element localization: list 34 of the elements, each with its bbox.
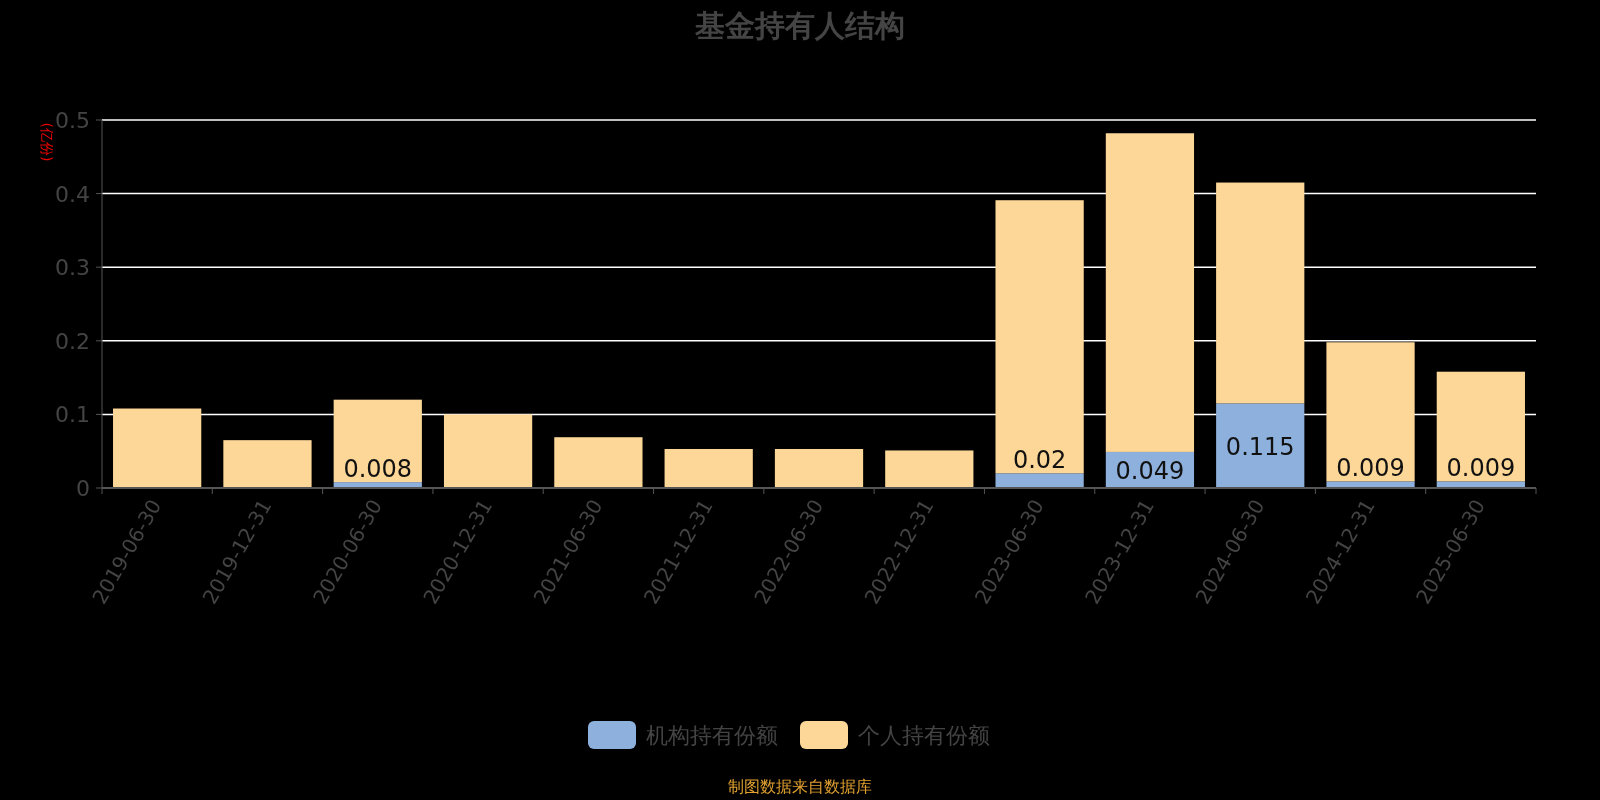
legend-label: 个人持有份额 xyxy=(858,723,990,748)
y-tick-label: 0.4 xyxy=(55,181,90,207)
bar xyxy=(554,437,643,488)
bar xyxy=(1216,403,1305,488)
bar xyxy=(443,414,533,488)
bar xyxy=(1216,182,1305,404)
data-label: 0.009 xyxy=(1336,454,1405,483)
bar xyxy=(1326,342,1415,482)
bar xyxy=(1105,133,1195,452)
bar xyxy=(995,473,1084,488)
bar xyxy=(113,408,202,488)
bar xyxy=(995,200,1084,474)
chart-title: 基金持有人结构 xyxy=(694,8,905,43)
bar xyxy=(1326,481,1415,488)
bar xyxy=(223,440,312,488)
y-axis-title: (亿份) xyxy=(39,122,55,162)
bar xyxy=(774,448,864,488)
data-label: 0.049 xyxy=(1115,456,1185,485)
data-label: 0.008 xyxy=(343,455,413,484)
bar xyxy=(1436,481,1525,488)
legend-label: 机构持有份额 xyxy=(646,723,778,748)
y-tick-label: 0.5 xyxy=(55,108,90,133)
y-tick-label: 0.1 xyxy=(55,402,90,428)
data-label: 0.009 xyxy=(1446,454,1516,483)
y-tick-label: 0.3 xyxy=(55,255,90,281)
y-tick-label: 0 xyxy=(76,476,90,501)
bar xyxy=(1436,371,1525,482)
bar xyxy=(333,399,422,483)
bar xyxy=(885,450,974,488)
text: 制图数据来自数据库 xyxy=(728,777,872,796)
data-label: 0.02 xyxy=(1012,446,1067,475)
data-label: 0.115 xyxy=(1225,432,1295,461)
y-tick-label: 0.2 xyxy=(55,328,90,354)
bar xyxy=(664,448,753,488)
